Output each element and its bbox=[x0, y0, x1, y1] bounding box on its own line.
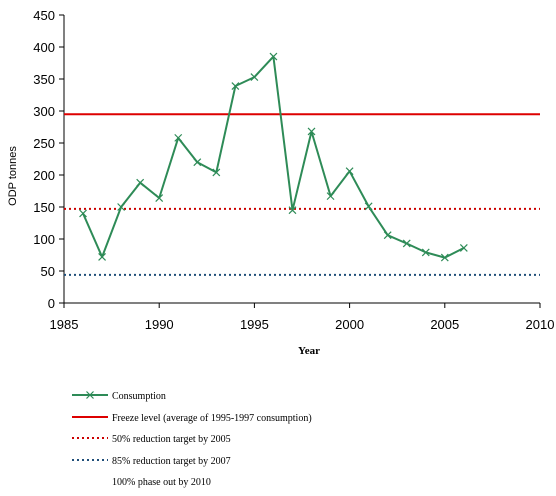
y-tick-label: 250 bbox=[33, 136, 55, 151]
data-point-marker bbox=[193, 158, 202, 167]
y-tick-label: 200 bbox=[33, 168, 55, 183]
data-point-marker bbox=[155, 194, 164, 202]
legend-label: 85% reduction target by 2007 bbox=[112, 456, 231, 467]
y-tick-label: 100 bbox=[33, 232, 55, 247]
series-line bbox=[82, 55, 465, 259]
legend-marker bbox=[86, 391, 94, 399]
x-tick-label: 2010 bbox=[526, 317, 555, 332]
data-point-marker bbox=[79, 209, 87, 218]
x-axis-ticks: 1985 1990 1995 2000 2005 2010 bbox=[50, 303, 555, 332]
data-point-marker bbox=[212, 168, 221, 177]
plot-axes bbox=[63, 15, 540, 304]
series-layer bbox=[79, 52, 468, 262]
data-point-marker bbox=[174, 133, 183, 142]
data-point-marker bbox=[269, 52, 278, 61]
legend: Consumption Freeze level (average of 1995… bbox=[72, 391, 312, 488]
y-tick-label: 150 bbox=[33, 200, 55, 215]
y-tick-label: 0 bbox=[48, 296, 55, 311]
legend-label: Freeze level (average of 1995-1997 consu… bbox=[112, 413, 312, 424]
data-point-marker bbox=[307, 127, 316, 136]
y-tick-label: 400 bbox=[33, 40, 55, 55]
data-point-marker bbox=[250, 73, 259, 82]
y-tick-label: 350 bbox=[33, 72, 55, 87]
data-point-marker bbox=[136, 178, 145, 187]
data-point-marker bbox=[421, 248, 430, 257]
legend-label: 50% reduction target by 2005 bbox=[112, 434, 231, 445]
data-point-marker bbox=[459, 244, 468, 252]
data-point-marker bbox=[117, 203, 126, 211]
reference-lines bbox=[64, 113, 540, 276]
y-tick-label: 450 bbox=[33, 8, 55, 23]
data-point-marker bbox=[326, 192, 335, 201]
x-tick-label: 2005 bbox=[430, 317, 459, 332]
data-point-marker bbox=[98, 252, 107, 261]
data-point-marker bbox=[345, 167, 354, 176]
data-point-marker bbox=[231, 82, 240, 90]
x-tick-label: 1990 bbox=[145, 317, 174, 332]
x-tick-label: 1985 bbox=[50, 317, 79, 332]
data-point-marker bbox=[288, 206, 297, 215]
data-point-marker bbox=[440, 253, 449, 262]
data-point-marker bbox=[364, 202, 373, 211]
data-point-marker bbox=[402, 239, 411, 248]
y-tick-label: 50 bbox=[41, 264, 55, 279]
y-axis-title: ODP tonnes bbox=[7, 146, 19, 206]
y-tick-label: 300 bbox=[33, 104, 55, 119]
x-axis-title: Year bbox=[298, 345, 320, 357]
data-point-marker bbox=[383, 231, 392, 240]
y-axis-ticks: 0 50 100 150 200 250 300 350 400 450 bbox=[33, 8, 64, 311]
legend-label: Consumption bbox=[112, 391, 166, 402]
legend-label: 100% phase out by 2010 bbox=[112, 477, 211, 488]
x-tick-label: 2000 bbox=[335, 317, 364, 332]
x-tick-label: 1995 bbox=[240, 317, 269, 332]
